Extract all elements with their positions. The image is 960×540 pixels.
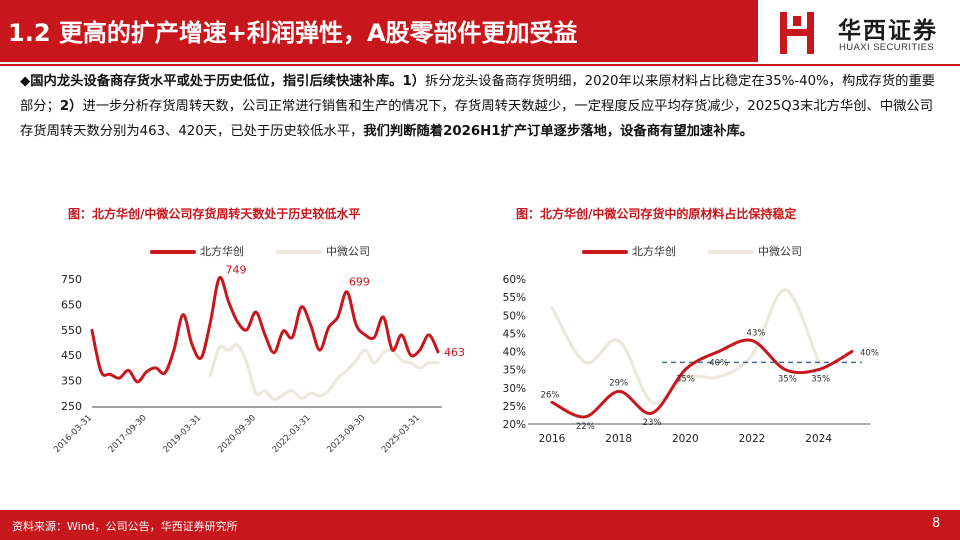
huaxi-logo-icon [780,12,814,54]
chart2-title: 图：北方华创/中微公司存货中的原材料占比保持稳定 [516,207,797,221]
legend-label-amec-2: 中微公司 [758,245,802,258]
logo-english-name: HUAXI SECURITIES [839,42,935,53]
data-label: 35% [676,375,695,385]
y-tick-label: 45% [503,328,526,340]
x-tick-label: 2022 [739,433,766,445]
footer: 资料来源：Wind，公司公告，华西证券研究所 8 [0,510,960,540]
y-tick-label: 60% [503,274,526,286]
y-tick-label: 350 [61,375,82,388]
point-1-text: 拆分龙头设备商存货明细，2020年以来原材料占比稳定在35%-40%，构成存货的… [20,74,936,114]
data-label: 749 [225,264,246,277]
series-line-naura [550,338,854,419]
y-tick-label: 35% [503,365,526,377]
x-tick-label: 2020 [672,433,699,445]
data-source: 资料来源：Wind，公司公告，华西证券研究所 [12,520,238,533]
chart1-title: 图：北方华创/中微公司存货周转天数处于历史较低水平 [68,207,361,221]
legend-swatch-amec-2 [708,250,754,254]
x-tick-label: 2024 [805,433,832,445]
y-tick-label: 650 [61,298,82,311]
y-tick-label: 55% [503,292,526,304]
data-label: 463 [444,346,465,359]
point-2-text: 进一步分析存货周转天数，公司正常进行销售和生产的情况下，存货周转天数越少，一定程… [20,99,934,139]
data-label: 40% [860,349,879,359]
data-label: 35% [778,375,797,385]
key-point-1: 国内龙头设备商存货水平或处于历史低位，指引后续快速补库。1） [30,74,426,89]
page-number: 8 [932,516,941,531]
y-tick-label: 750 [61,273,82,286]
legend-label-naura: 北方华创 [200,245,244,258]
y-tick-label: 25% [503,401,526,413]
data-label: 22% [576,422,595,432]
series-line-naura [90,275,440,384]
x-tick-label: 2018 [605,433,632,445]
legend-label-amec: 中微公司 [326,245,370,258]
logo-chinese-name: 华西证券 [838,18,938,44]
conclusion-text: 我们判断随着2026H1扩产订单逐步落地，设备商有望加速补库。 [363,124,754,139]
page-title: 1.2 更高的扩产增速+利润弹性，A股零部件更加受益 [8,19,578,47]
x-tick-label: 2016 [539,433,566,445]
series-line-amec [550,288,821,405]
y-tick-label: 250 [61,400,82,413]
legend-swatch-naura [150,250,196,254]
data-label: 35% [811,375,830,385]
key-point-2: 2） [59,99,83,114]
data-label: 29% [609,378,628,388]
y-tick-label: 40% [503,347,526,359]
data-label: 23% [643,418,662,428]
bullet-icon: ◆ [20,74,31,89]
data-label: 40% [709,359,728,369]
y-tick-label: 450 [61,349,82,362]
y-tick-label: 550 [61,324,82,337]
data-label: 43% [747,329,766,339]
title-bar: 1.2 更高的扩产增速+利润弹性，A股零部件更加受益 [0,0,758,62]
y-tick-label: 50% [503,310,526,322]
y-tick-label: 20% [503,419,526,431]
header: 1.2 更高的扩产增速+利润弹性，A股零部件更加受益 华西证券 HUAXI SE… [0,0,960,66]
data-label: 699 [349,276,370,289]
header-divider [0,64,960,66]
data-label: 26% [541,390,560,400]
body-paragraph: ◆国内龙头设备商存货水平或处于历史低位，指引后续快速补库。1）拆分龙头设备商存货… [20,69,940,144]
legend-swatch-naura-2 [582,250,628,254]
legend-label-naura-2: 北方华创 [632,245,676,258]
series-line-amec [208,343,440,402]
y-tick-label: 30% [503,383,526,395]
legend-swatch-amec [276,250,322,254]
company-logo: 华西证券 HUAXI SECURITIES [770,6,960,60]
